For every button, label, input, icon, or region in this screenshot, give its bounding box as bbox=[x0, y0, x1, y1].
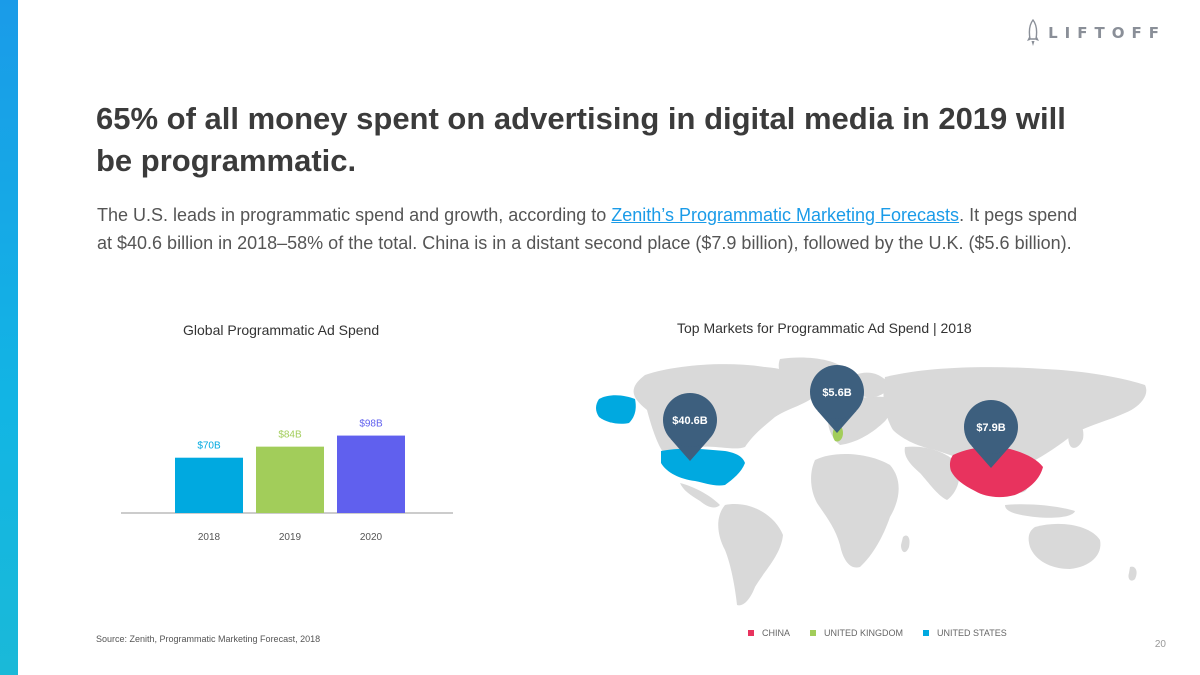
page-title: 65% of all money spent on advertising in… bbox=[96, 101, 1066, 178]
map-legend: CHINA UNITED KINGDOM UNITED STATES bbox=[748, 628, 1007, 638]
alaska-region bbox=[596, 395, 636, 424]
legend-swatch bbox=[810, 630, 817, 636]
bar-2018 bbox=[175, 457, 243, 513]
body-text-after: . It pegs spend at $40.6 billion in 2018… bbox=[97, 205, 1078, 253]
bar-value-label-2018: $70B bbox=[197, 441, 221, 452]
page-number: 20 bbox=[1154, 639, 1166, 650]
bar-chart: $70B 2018 $84B 2019 $98B 2020 bbox=[121, 419, 453, 543]
legend-item-china: CHINA bbox=[748, 628, 790, 638]
brand-name: LIFTOFF bbox=[1048, 24, 1166, 42]
body-paragraph: The U.S. leads in programmatic spend and… bbox=[97, 201, 1097, 257]
china-region bbox=[949, 447, 1043, 498]
x-tick-label-2018: 2018 bbox=[198, 532, 221, 543]
pin-value-label: $5.6B bbox=[822, 387, 851, 399]
body-text-before: The U.S. leads in programmatic spend and… bbox=[97, 205, 612, 225]
source-note: Source: Zenith, Programmatic Marketing F… bbox=[96, 634, 321, 644]
usa-region bbox=[661, 448, 745, 486]
legend-item-united-kingdom: UNITED KINGDOM bbox=[810, 628, 903, 638]
pin-value-label: $7.9B bbox=[976, 422, 1005, 434]
pin-value-label: $40.6B bbox=[672, 415, 708, 427]
zenith-forecast-link[interactable]: Zenith’s Programmatic Marketing Forecast… bbox=[611, 205, 960, 225]
bar-chart-title: Global Programmatic Ad Spend bbox=[183, 322, 380, 338]
legend-swatch bbox=[923, 630, 930, 636]
legend-item-united-states: UNITED STATES bbox=[923, 628, 1007, 638]
legend-label: UNITED KINGDOM bbox=[824, 628, 904, 638]
legend-label: CHINA bbox=[762, 628, 791, 638]
accent-sidebar bbox=[0, 0, 18, 675]
rocket-icon bbox=[1027, 19, 1040, 46]
x-tick-label-2019: 2019 bbox=[279, 532, 302, 543]
world-map: $40.6B $5.6B $7.9B bbox=[596, 357, 1147, 606]
bar-2020 bbox=[337, 435, 405, 513]
map-pin-united-states: $40.6B bbox=[663, 393, 717, 461]
map-chart-title: Top Markets for Programmatic Ad Spend | … bbox=[677, 320, 972, 336]
bar-2019 bbox=[256, 446, 324, 513]
brand-logo: LIFTOFF bbox=[1026, 18, 1166, 48]
x-tick-label-2020: 2020 bbox=[360, 532, 383, 543]
map-pin-china: $7.9B bbox=[964, 400, 1018, 468]
legend-label: UNITED STATES bbox=[937, 628, 1007, 638]
map-pin-united-kingdom: $5.6B bbox=[810, 365, 864, 433]
bar-value-label-2020: $98B bbox=[359, 419, 383, 430]
legend-swatch bbox=[748, 630, 754, 636]
bar-value-label-2019: $84B bbox=[278, 430, 302, 441]
